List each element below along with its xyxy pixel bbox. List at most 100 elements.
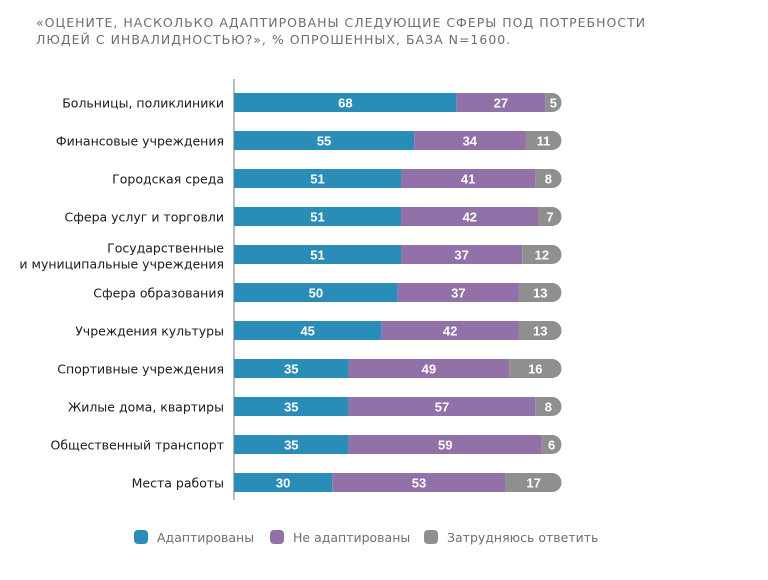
legend-swatch-unsure <box>424 530 438 544</box>
bar-row <box>234 283 562 302</box>
legend-swatch-adapted <box>134 530 148 544</box>
value-label-not-adapted: 57 <box>435 400 449 415</box>
value-label-unsure: 11 <box>537 134 551 149</box>
value-label-not-adapted: 49 <box>422 362 436 377</box>
bar-segment-adapted <box>234 473 333 492</box>
category-label: Государственные <box>107 241 224 256</box>
value-label-not-adapted: 59 <box>438 438 452 453</box>
bar-segment-not-adapted <box>401 245 523 264</box>
bar-segment-unsure <box>522 245 562 264</box>
bar-segment-adapted <box>234 169 402 188</box>
value-label-unsure: 8 <box>545 400 552 415</box>
value-label-adapted: 35 <box>284 400 298 415</box>
bar-segment-not-adapted <box>397 283 519 302</box>
bar-segment-adapted <box>234 435 349 454</box>
value-label-adapted: 30 <box>276 476 290 491</box>
bar-row <box>234 435 562 454</box>
value-label-unsure: 16 <box>528 362 542 377</box>
value-label-adapted: 45 <box>300 324 314 339</box>
category-label: Сфера услуг и торговли <box>64 210 224 225</box>
value-label-unsure: 7 <box>546 210 553 225</box>
bar-segment-unsure <box>538 207 562 226</box>
bar-segment-unsure <box>541 435 562 454</box>
value-label-not-adapted: 42 <box>443 324 457 339</box>
bar-segment-not-adapted <box>456 93 546 112</box>
bar-row <box>234 245 562 264</box>
legend-swatch-not-adapted <box>270 530 284 544</box>
bar-segment-unsure <box>545 93 562 112</box>
value-label-unsure: 6 <box>548 438 555 453</box>
value-label-adapted: 50 <box>309 286 323 301</box>
bar-segment-not-adapted <box>414 131 526 150</box>
value-label-not-adapted: 27 <box>494 96 508 111</box>
value-label-adapted: 35 <box>284 362 298 377</box>
legend-item-adapted: Адаптированы <box>134 527 254 547</box>
bar-segment-not-adapted <box>401 207 539 226</box>
legend-label-not-adapted: Не адаптированы <box>293 529 411 545</box>
value-label-adapted: 51 <box>310 210 324 225</box>
value-label-unsure: 12 <box>535 248 549 263</box>
category-label: Учреждения культуры <box>75 324 224 339</box>
chart-title: «ОЦЕНИТЕ, НАСКОЛЬКО АДАПТИРОВАНЫ СЛЕДУЮЩ… <box>36 14 736 48</box>
bar-segment-adapted <box>234 245 402 264</box>
bar-row <box>234 397 562 416</box>
bar-segment-adapted <box>234 93 457 112</box>
bar-segment-unsure <box>525 131 562 150</box>
bar-segment-unsure <box>535 169 562 188</box>
bar-segment-unsure <box>518 283 562 302</box>
bar-segment-unsure <box>505 473 562 492</box>
bar-segment-adapted <box>234 283 398 302</box>
bar-segment-adapted <box>234 131 415 150</box>
value-label-adapted: 51 <box>310 248 324 263</box>
bar-segment-not-adapted <box>348 359 510 378</box>
value-label-not-adapted: 42 <box>463 210 477 225</box>
bar-row <box>234 169 562 188</box>
value-label-adapted: 51 <box>310 172 324 187</box>
category-label: Общественный транспорт <box>51 438 225 453</box>
bar-segment-unsure <box>518 321 562 340</box>
legend-item-unsure: Затрудняюсь ответить <box>424 527 598 547</box>
value-label-not-adapted: 53 <box>412 476 426 491</box>
bar-segment-not-adapted <box>401 169 536 188</box>
value-label-adapted: 55 <box>317 134 331 149</box>
bar-row <box>234 321 562 340</box>
bar-row <box>234 93 562 112</box>
bar-segment-adapted <box>234 359 349 378</box>
category-label: Места работы <box>132 476 224 491</box>
value-label-adapted: 68 <box>338 96 352 111</box>
legend-label-adapted: Адаптированы <box>157 529 255 545</box>
bar-segment-not-adapted <box>332 473 506 492</box>
bar-row <box>234 473 562 492</box>
bar-segment-unsure <box>535 397 562 416</box>
value-label-unsure: 13 <box>533 324 547 339</box>
bar-segment-not-adapted <box>381 321 519 340</box>
legend-label-unsure: Затрудняюсь ответить <box>447 529 599 545</box>
category-label: Спортивные учреждения <box>57 362 224 377</box>
bar-row <box>234 131 562 150</box>
chart-title-line-1: «ОЦЕНИТЕ, НАСКОЛЬКО АДАПТИРОВАНЫ СЛЕДУЮЩ… <box>36 15 647 30</box>
value-label-unsure: 8 <box>545 172 552 187</box>
category-label: Сфера образования <box>93 286 224 301</box>
chart-title-line-2: ЛЮДЕЙ С ИНВАЛИДНОСТЬЮ?», % ОПРОШЕННЫХ, Б… <box>36 32 512 47</box>
value-label-not-adapted: 41 <box>461 172 475 187</box>
bar-segment-adapted <box>234 397 349 416</box>
bar-segment-not-adapted <box>348 435 542 454</box>
category-label: и муниципальные учреждения <box>19 257 224 272</box>
category-label: Больницы, поликлиники <box>62 96 224 111</box>
value-label-not-adapted: 37 <box>454 248 468 263</box>
value-label-unsure: 5 <box>550 96 557 111</box>
bar-segment-adapted <box>234 207 402 226</box>
value-label-not-adapted: 34 <box>463 134 478 149</box>
legend-item-not-adapted: Не адаптированы <box>270 527 410 547</box>
bar-segment-unsure <box>509 359 562 378</box>
category-label: Городская среда <box>112 172 224 187</box>
value-label-adapted: 35 <box>284 438 298 453</box>
bar-segment-adapted <box>234 321 382 340</box>
bar-segment-not-adapted <box>348 397 536 416</box>
bar-row <box>234 207 562 226</box>
category-label: Жилые дома, квартиры <box>68 400 224 415</box>
value-label-unsure: 13 <box>533 286 547 301</box>
value-label-unsure: 17 <box>526 476 540 491</box>
category-label: Финансовые учреждения <box>56 134 224 149</box>
